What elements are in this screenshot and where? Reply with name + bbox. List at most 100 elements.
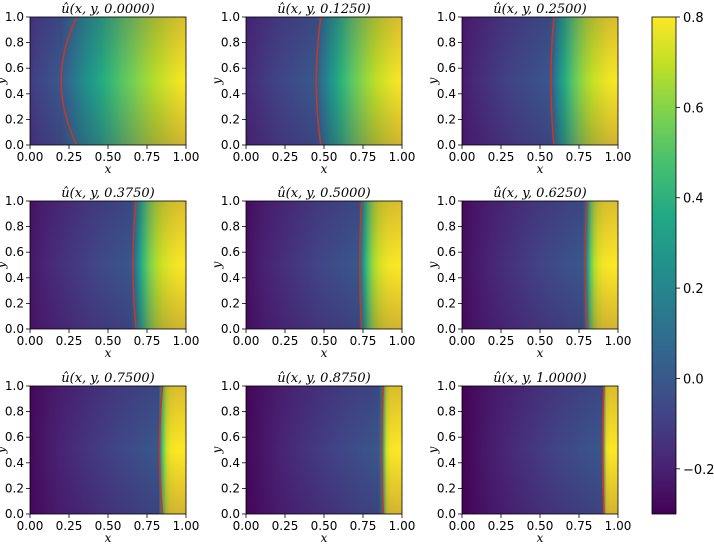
colorbar-tick-label: 0.0 xyxy=(683,372,704,387)
heatmap-shading xyxy=(246,201,402,329)
x-tick-label: 0.00 xyxy=(233,150,260,164)
y-tick-label: 0.0 xyxy=(437,138,456,152)
y-tick-label: 1.0 xyxy=(5,379,24,393)
y-tick-label: 0.6 xyxy=(437,245,456,259)
x-tick-label: 1.00 xyxy=(173,519,200,533)
panel-title: û(x, y, 0.0000) xyxy=(61,2,154,17)
y-tick-label: 0.0 xyxy=(437,507,456,521)
panel-5: û(x, y, 0.6250) 0.00 0.25 0.50 0.75 1.00 0.0 0.… xyxy=(426,186,631,360)
x-tick-label: 0.75 xyxy=(350,150,377,164)
y-axis-label: y xyxy=(426,446,440,454)
y-tick-label: 1.0 xyxy=(437,194,456,208)
y-tick-label: 0.0 xyxy=(221,138,240,152)
y-tick-label: 0.4 xyxy=(437,271,456,285)
y-tick-label: 0.2 xyxy=(437,296,456,310)
x-tick-label: 0.50 xyxy=(95,150,122,164)
y-tick-label: 0.8 xyxy=(437,405,456,419)
x-tick-label: 0.00 xyxy=(17,150,44,164)
y-tick-label: 1.0 xyxy=(221,194,240,208)
x-tick-label: 0.25 xyxy=(488,519,515,533)
x-tick-label: 0.50 xyxy=(95,519,122,533)
front-curve xyxy=(60,16,78,146)
x-axis-label: x xyxy=(321,162,328,176)
colorbar-gradient xyxy=(652,17,676,514)
colorbar-frame xyxy=(651,16,677,515)
front-curve xyxy=(158,385,164,515)
y-tick-label: 0.4 xyxy=(5,271,24,285)
x-tick-label: 0.75 xyxy=(566,150,593,164)
x-tick-label: 0.00 xyxy=(233,519,260,533)
panel-title: û(x, y, 0.6250) xyxy=(493,186,586,201)
x-tick-label: 0.00 xyxy=(449,334,476,348)
panel-grid: û(x, y, 0.0000)0.00 0.25 0.50 0.75 1.000.00.… xyxy=(0,2,631,545)
panel-title: û(x, y, 0.1250) xyxy=(277,2,370,17)
x-axis-label: x xyxy=(105,162,112,176)
x-tick-label: 0.50 xyxy=(527,334,554,348)
y-tick-label: 0.6 xyxy=(221,61,240,75)
colorbar: −0.2 0.0 0.2 0.4 0.6 0.8 xyxy=(651,11,714,515)
y-tick-label: 0.6 xyxy=(437,61,456,75)
x-tick-label: 0.75 xyxy=(134,334,161,348)
y-tick-label: 0.4 xyxy=(5,456,24,470)
x-tick-label: 0.75 xyxy=(134,519,161,533)
y-tick-label: 0.4 xyxy=(221,87,240,101)
heatmap-shading xyxy=(462,386,618,514)
x-tick-label: 0.75 xyxy=(350,334,377,348)
y-axis-label: y xyxy=(0,261,8,269)
y-tick-label: 0.6 xyxy=(221,245,240,259)
panel-4: û(x, y, 0.5000) 0.00 0.25 0.50 0.75 1.00 0.0 0.… xyxy=(210,186,415,360)
x-tick-label: 0.25 xyxy=(272,150,299,164)
x-tick-label: 1.00 xyxy=(173,150,200,164)
y-tick-label: 0.6 xyxy=(437,430,456,444)
panel-8: û(x, y, 1.0000) 0.00 0.25 0.50 0.75 1.00 0.0 0.… xyxy=(426,371,631,545)
y-tick-label: 0.2 xyxy=(437,112,456,126)
x-tick-label: 0.75 xyxy=(566,334,593,348)
y-tick-label: 0.0 xyxy=(437,322,456,336)
y-tick-label: 0.2 xyxy=(437,481,456,495)
y-tick-label: 0.6 xyxy=(221,430,240,444)
x-axis-label: x xyxy=(537,531,544,545)
front-curve xyxy=(132,200,137,330)
y-axis-label: y xyxy=(426,77,440,85)
heatmap-shading xyxy=(462,201,618,329)
y-tick-label: 0.8 xyxy=(437,220,456,234)
panel-0: û(x, y, 0.0000) 0.00 0.25 0.50 0.75 1.00 0.0 0.… xyxy=(0,2,199,176)
x-axis-label: x xyxy=(105,531,112,545)
x-tick-label: 0.50 xyxy=(311,150,338,164)
y-tick-label: 0.8 xyxy=(221,405,240,419)
colorbar-tick-label: 0.4 xyxy=(683,192,704,207)
y-tick-label: 0.4 xyxy=(5,87,24,101)
heatmap-shading xyxy=(30,386,186,514)
y-tick-label: 0.4 xyxy=(437,456,456,470)
y-tick-label: 1.0 xyxy=(5,10,24,24)
x-tick-label: 1.00 xyxy=(605,519,632,533)
x-tick-label: 0.75 xyxy=(566,519,593,533)
y-tick-label: 1.0 xyxy=(437,10,456,24)
y-tick-label: 0.2 xyxy=(221,481,240,495)
panel-3: û(x, y, 0.3750) 0.00 0.25 0.50 0.75 1.00 0.0 0.… xyxy=(0,186,199,360)
y-axis-label: y xyxy=(210,261,224,269)
heatmap-shading xyxy=(246,386,402,514)
y-axis-label: y xyxy=(0,77,8,85)
y-tick-label: 0.2 xyxy=(5,112,24,126)
panel-title: û(x, y, 0.2500) xyxy=(493,2,586,17)
x-axis-label: x xyxy=(537,162,544,176)
front-curve xyxy=(601,385,605,515)
heatmap-shading xyxy=(246,17,402,145)
y-tick-label: 0.6 xyxy=(5,61,24,75)
x-tick-label: 1.00 xyxy=(389,519,416,533)
panel-1: û(x, y, 0.1250) 0.00 0.25 0.50 0.75 1.00 0.0 0.… xyxy=(210,2,415,176)
y-tick-label: 0.0 xyxy=(5,138,24,152)
heatmap-shading xyxy=(30,201,186,329)
y-tick-label: 0.8 xyxy=(221,220,240,234)
colorbar-tick-label: 0.2 xyxy=(683,282,704,297)
panel-7: û(x, y, 0.8750) 0.00 0.25 0.50 0.75 1.00 0.0 0.… xyxy=(210,371,415,545)
heatmap-shading xyxy=(462,17,618,145)
y-tick-label: 0.0 xyxy=(5,322,24,336)
y-tick-label: 0.4 xyxy=(437,87,456,101)
colorbar-tick-label: 0.6 xyxy=(683,101,704,116)
heatmap-shading xyxy=(30,17,186,145)
y-tick-label: 1.0 xyxy=(5,194,24,208)
front-curve xyxy=(315,16,322,146)
